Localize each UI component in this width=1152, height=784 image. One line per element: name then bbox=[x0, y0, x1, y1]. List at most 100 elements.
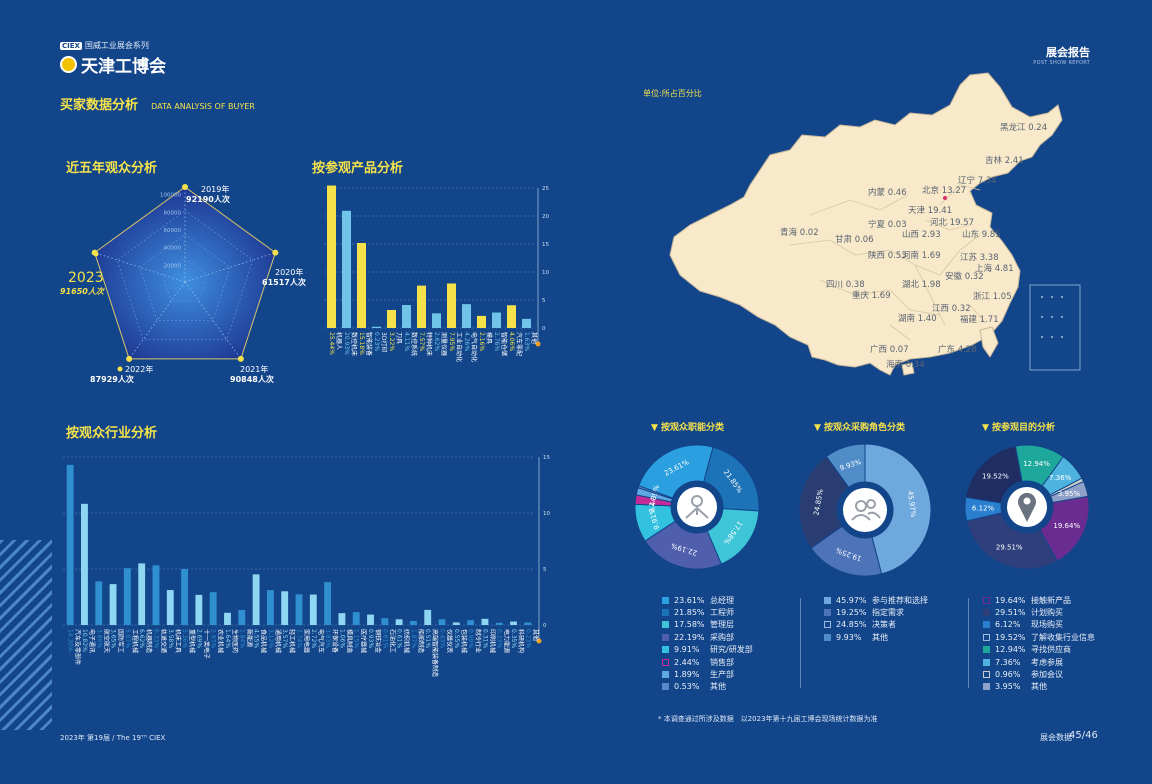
legend-label: 计划购买 bbox=[1031, 608, 1063, 618]
donut-slice bbox=[637, 485, 674, 500]
bar bbox=[324, 582, 332, 625]
legend-item: 45.97% 参与推荐和选择 bbox=[824, 594, 928, 606]
bar bbox=[381, 618, 389, 625]
province-border bbox=[969, 304, 986, 324]
legend-swatch bbox=[983, 658, 990, 666]
legend-swatch bbox=[662, 621, 669, 629]
decorative-stripes bbox=[0, 540, 52, 730]
taiwan-shape bbox=[979, 326, 999, 358]
y-tick-label: 15 bbox=[543, 455, 550, 461]
bar-category-label: 钢铁冶金 bbox=[374, 629, 382, 653]
island-dot bbox=[1041, 296, 1043, 298]
donut-slice bbox=[864, 443, 932, 575]
legend-item: 1.89% 生产部 bbox=[662, 668, 753, 680]
legend-label: 工程师 bbox=[710, 608, 734, 618]
legend-item: 21.85% 工程师 bbox=[662, 606, 753, 618]
bar-category-label: 其他 bbox=[531, 629, 539, 641]
island-dot bbox=[1051, 316, 1053, 318]
bar-value-label: 1.84% bbox=[238, 629, 245, 648]
donut-slice bbox=[966, 512, 1059, 570]
bar-value-label: 0.35% bbox=[510, 629, 517, 648]
province-border bbox=[924, 219, 971, 231]
island-dot bbox=[1051, 296, 1053, 298]
map-region-label: 山西 2.93 bbox=[902, 229, 941, 240]
location-pin-dot bbox=[1023, 497, 1031, 505]
bar-value-label: 2.72% bbox=[310, 629, 317, 648]
bar-value-label: 0.23% bbox=[373, 332, 380, 351]
bar bbox=[166, 590, 174, 625]
bar bbox=[492, 312, 501, 328]
bar bbox=[438, 619, 446, 625]
legend-swatch bbox=[662, 609, 669, 617]
bar bbox=[477, 315, 486, 328]
legend-item: 22.19% 采购部 bbox=[662, 631, 753, 643]
bar-value-label: 0.51% bbox=[424, 629, 431, 648]
legend-swatch bbox=[983, 596, 990, 604]
map-unit: 单位:所占百分比 bbox=[643, 89, 702, 98]
legend-swatch bbox=[824, 633, 831, 641]
radar-year-label: 2023 bbox=[68, 270, 104, 286]
series-line: CIEX 国威工业展会系列 bbox=[60, 40, 166, 51]
bar-category-label: 电气汽车 bbox=[317, 629, 325, 653]
radar-gridline bbox=[162, 257, 208, 302]
bar-value-label: 2.16% bbox=[478, 332, 485, 351]
bar-value-label: 6.33% bbox=[152, 629, 159, 648]
bar-value-label: 0.93% bbox=[367, 629, 374, 648]
bar bbox=[417, 285, 426, 328]
legend-value: 19.64% bbox=[995, 595, 1026, 605]
bar-value-label: 3.58% bbox=[167, 629, 174, 648]
bar-category-label: 生物医药 bbox=[231, 629, 239, 653]
y-tick-label: 0 bbox=[542, 326, 546, 332]
island-dot bbox=[1061, 296, 1063, 298]
bar bbox=[352, 612, 360, 625]
bar-value-label: 1.63% bbox=[523, 332, 530, 351]
legend-value: 22.19% bbox=[674, 632, 705, 642]
bar-category-label: 石油化工 bbox=[388, 629, 396, 653]
legend-label: 接触新产品 bbox=[1031, 595, 1071, 605]
map-region-label: 青海 0.02 bbox=[780, 227, 819, 238]
legend-label: 生产部 bbox=[710, 670, 734, 680]
bar bbox=[138, 563, 146, 625]
logo-title: 天津工博会 bbox=[81, 57, 166, 77]
legend-label: 研究/研发部 bbox=[710, 645, 753, 655]
bar bbox=[181, 569, 189, 625]
bar-category-label: 数控机床 bbox=[350, 332, 358, 356]
bar-value-label: 6.62% bbox=[138, 629, 145, 648]
bar bbox=[524, 622, 532, 625]
bar-value-label: 4.55% bbox=[253, 629, 260, 648]
bar-category-label: 国防军工 bbox=[117, 629, 125, 653]
bar-category-label: 模具制造 bbox=[345, 629, 353, 653]
bar bbox=[342, 210, 351, 328]
bar bbox=[432, 313, 441, 328]
legend-swatch bbox=[824, 621, 831, 629]
bar-category-label: 农业机械 bbox=[217, 629, 225, 653]
island-dot bbox=[1041, 336, 1043, 338]
legend-label: 决策者 bbox=[872, 620, 896, 630]
bar bbox=[424, 609, 432, 625]
bar-category-label: 工业自动化 bbox=[455, 332, 463, 362]
bar bbox=[281, 591, 289, 625]
bar-value-label: 0.31% bbox=[481, 629, 488, 648]
donut-value-label: 3.95% bbox=[1058, 490, 1081, 498]
page-number: 45/46 bbox=[1069, 730, 1098, 741]
users-icon-body bbox=[851, 511, 881, 521]
radar-year-label: 2020年 bbox=[275, 267, 303, 277]
product-chart-title: 按参观产品分析 bbox=[312, 161, 404, 176]
axis-end-marker bbox=[535, 341, 541, 347]
users-icon bbox=[855, 500, 867, 512]
donut-purpose-chart: 19.64% 29.51% 6.12% 19.52% 12.94% 7.36% 3.95% bbox=[964, 444, 1090, 570]
legend-item: 3.95% 其他 bbox=[983, 681, 1095, 693]
legend-value: 24.85% bbox=[836, 620, 867, 630]
bar-value-label: 14.30% bbox=[67, 629, 74, 652]
logo: CIEX 国威工业展会系列 天津工博会 bbox=[60, 40, 166, 77]
legend-swatch bbox=[983, 609, 990, 617]
bar bbox=[123, 568, 131, 625]
province-border bbox=[789, 239, 856, 256]
donut-purpose-title: ▼ 按参观目的分析 bbox=[982, 423, 1056, 433]
function-legend: 23.61% 总经理 21.85% 工程师 17.58% 管理层 22.19% 采购部 9.91… bbox=[662, 594, 753, 693]
bar bbox=[447, 283, 456, 328]
island-dot bbox=[1041, 316, 1043, 318]
radar-value-label: 92190人次 bbox=[186, 194, 230, 204]
legend-swatch bbox=[824, 609, 831, 617]
radar-point bbox=[237, 355, 244, 362]
